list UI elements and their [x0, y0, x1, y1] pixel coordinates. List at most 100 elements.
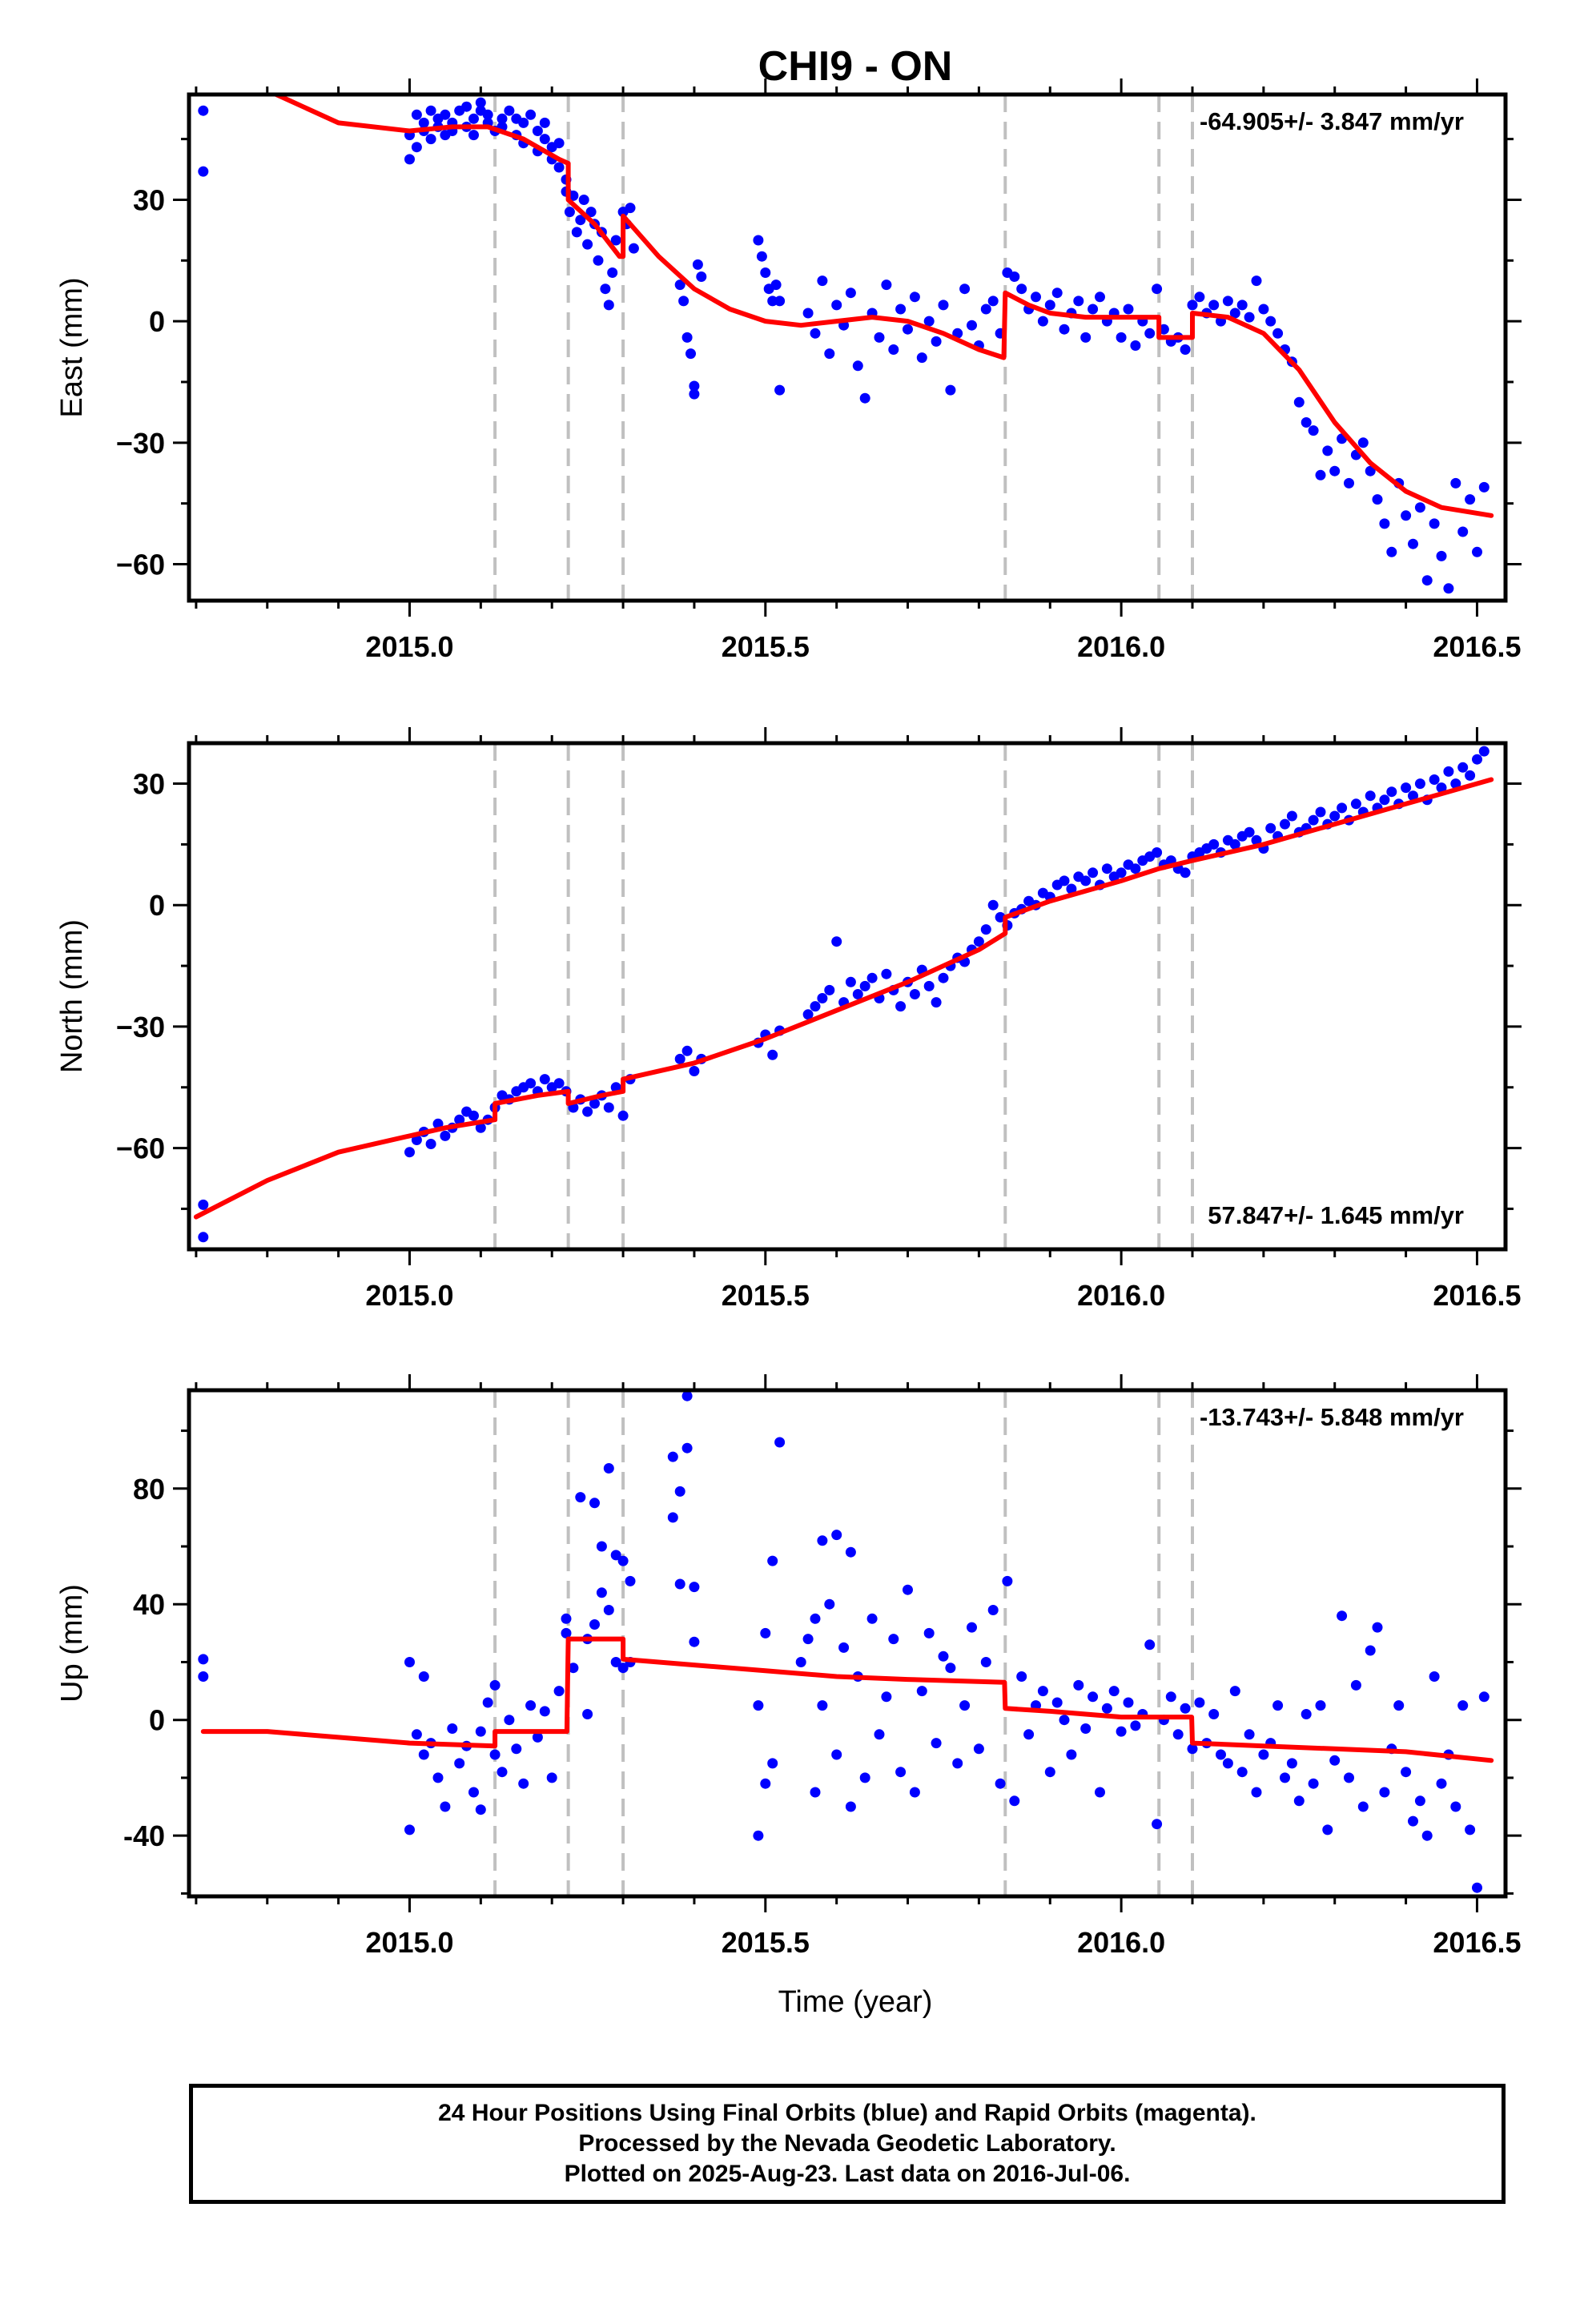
up-point — [511, 1743, 522, 1755]
up-point — [674, 1486, 685, 1497]
east-point — [1386, 546, 1397, 557]
north-point — [1101, 863, 1112, 875]
north-point — [617, 1110, 629, 1121]
up-point — [760, 1778, 771, 1789]
east-point — [1372, 494, 1383, 505]
east-point — [1272, 328, 1284, 339]
up-point — [418, 1749, 429, 1760]
east-point — [468, 113, 479, 124]
up-point — [802, 1634, 814, 1645]
up-point — [980, 1657, 991, 1667]
up-point — [1322, 1824, 1333, 1835]
up-point — [1478, 1691, 1490, 1703]
east-point — [582, 239, 593, 250]
up-point — [482, 1697, 493, 1708]
up-point — [1280, 1772, 1290, 1783]
north-point — [1130, 863, 1141, 875]
north-point — [1379, 794, 1390, 806]
up-point — [952, 1758, 963, 1769]
east-point — [689, 380, 700, 392]
up-point — [959, 1700, 971, 1711]
up-point — [617, 1555, 629, 1566]
east-point — [525, 109, 537, 120]
up-point — [1023, 1729, 1035, 1740]
east-point — [1037, 316, 1048, 327]
up-point — [1130, 1720, 1141, 1731]
up-point — [681, 1442, 693, 1454]
east-point — [1208, 300, 1220, 311]
north-point — [1265, 822, 1276, 834]
up-point — [945, 1663, 956, 1674]
east-point — [1080, 332, 1092, 343]
east-point — [1087, 304, 1099, 315]
east-point — [404, 154, 415, 165]
east-point — [1258, 304, 1269, 315]
up-point — [518, 1778, 529, 1789]
east-point — [578, 195, 589, 205]
x-tick-label: 2016.5 — [1433, 630, 1521, 663]
east-point — [1116, 332, 1127, 343]
east-point — [564, 207, 575, 218]
north-point — [198, 1199, 209, 1210]
east-point — [1222, 296, 1233, 307]
east-point — [1329, 465, 1341, 476]
up-point — [1450, 1801, 1461, 1812]
up-point — [1051, 1697, 1063, 1708]
up-point — [831, 1530, 842, 1541]
east-point — [1229, 308, 1240, 319]
east-point — [674, 279, 685, 291]
north-point — [817, 993, 828, 1003]
north-point — [987, 899, 999, 911]
east-point — [923, 316, 935, 327]
rate-annotation-east: -64.905+/- 3.847 mm/yr — [1200, 107, 1464, 135]
up-point — [1216, 1749, 1226, 1760]
north-point — [1401, 782, 1412, 794]
east-point — [770, 279, 782, 291]
east-point — [440, 109, 451, 120]
panels: −60 −30 0 30 2015.0 2015.5 2016.0 2016.5 East (m… — [55, 78, 1522, 1959]
y-tick-label: 30 — [133, 768, 165, 801]
east-point — [1344, 477, 1354, 489]
up-point — [489, 1679, 501, 1691]
east-point — [874, 332, 885, 343]
east-point — [931, 336, 942, 347]
east-point — [689, 388, 700, 400]
east-point — [1293, 396, 1305, 408]
footer-line-3: Plotted on 2025-Aug-23. Last data on 201… — [564, 2161, 1131, 2187]
north-model-line — [193, 777, 1494, 1220]
up-point — [1222, 1758, 1233, 1769]
east-point — [881, 279, 892, 291]
footer-caption: 24 Hour Positions Using Final Orbits (bl… — [189, 2084, 1506, 2204]
up-point — [1350, 1679, 1361, 1691]
east-point — [571, 227, 582, 238]
east-point — [1429, 518, 1440, 529]
up-point — [1308, 1778, 1319, 1789]
up-point — [561, 1613, 572, 1624]
up-point — [1293, 1795, 1305, 1807]
east-point — [198, 166, 209, 177]
y-axis-label-east: East (mm) — [55, 277, 89, 417]
x-tick-label: 2015.5 — [722, 1279, 810, 1312]
up-point — [1357, 1801, 1369, 1812]
up-point — [1187, 1743, 1198, 1755]
up-point — [1108, 1686, 1120, 1697]
up-point — [881, 1691, 892, 1703]
east-point — [1251, 275, 1262, 287]
up-point — [1087, 1691, 1099, 1703]
up-point — [596, 1587, 607, 1598]
up-point — [589, 1498, 600, 1509]
up-point — [625, 1575, 636, 1586]
panel-frame-north — [187, 741, 1508, 1252]
north-point — [553, 1078, 565, 1089]
north-point — [980, 924, 991, 935]
north-point — [1329, 810, 1341, 822]
up-point — [1329, 1755, 1341, 1766]
up-point — [674, 1578, 685, 1590]
up-point — [475, 1726, 486, 1737]
north-point — [475, 1122, 486, 1133]
up-point — [1009, 1795, 1020, 1807]
up-point — [767, 1555, 778, 1566]
up-point — [1180, 1703, 1191, 1714]
east-point — [497, 113, 508, 124]
y-tick-label: −30 — [116, 427, 165, 460]
